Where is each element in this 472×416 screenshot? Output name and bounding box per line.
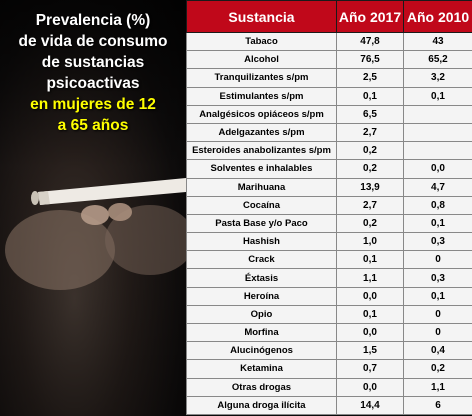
- table-header-row: Sustancia Año 2017 Año 2010: [186, 0, 472, 33]
- table-row: Adelgazantes s/pm 2,7: [186, 122, 472, 143]
- substance-cell: Esteroides anabolizantes s/pm: [186, 141, 337, 161]
- value-2017-cell: 0,7: [336, 359, 404, 379]
- table-row: Tranquilizantes s/pm 2,5 3,2: [186, 68, 472, 88]
- heading-line-4: psicoactivas: [46, 75, 140, 92]
- value-2017-cell: 0,2: [336, 213, 404, 234]
- value-2017-cell: 0,2: [336, 141, 404, 161]
- substance-cell: Éxtasis: [186, 268, 337, 288]
- value-2017-cell: 76,5: [336, 50, 404, 70]
- substance-cell: Otras drogas: [186, 377, 337, 397]
- value-2010-cell: [403, 122, 472, 143]
- value-2017-cell: 2,7: [336, 195, 404, 215]
- value-2017-cell: 0,1: [336, 250, 404, 270]
- table-row: Morfina 0,0 0: [186, 322, 472, 343]
- table-row: Hashish 1,0 0,3: [186, 232, 472, 252]
- substance-cell: Alucinógenos: [186, 341, 337, 361]
- table-row: Crack 0,1 0: [186, 250, 472, 270]
- substance-cell: Morfina: [186, 322, 337, 343]
- heading-line-6: a 65 años: [57, 117, 129, 134]
- table-row: Solventes e inhalables 0,2 0,0: [186, 159, 472, 179]
- header-year-2017: Año 2017: [336, 0, 404, 33]
- substance-cell: Tabaco: [186, 31, 337, 52]
- value-2017-cell: 2,7: [336, 122, 404, 143]
- value-2010-cell: [403, 141, 472, 161]
- value-2010-cell: 0,3: [403, 232, 472, 252]
- value-2017-cell: 6,5: [336, 104, 404, 124]
- substance-cell: Cocaína: [186, 195, 337, 215]
- value-2010-cell: 43: [403, 31, 472, 52]
- value-2017-cell: 47,8: [336, 31, 404, 52]
- value-2017-cell: 0,1: [336, 86, 404, 106]
- table-row: Analgésicos opiáceos s/pm 6,5: [186, 104, 472, 124]
- substance-cell: Analgésicos opiáceos s/pm: [186, 104, 337, 124]
- value-2010-cell: 0: [403, 304, 472, 325]
- table-row: Heroína 0,0 0,1: [186, 286, 472, 306]
- value-2017-cell: 1,0: [336, 232, 404, 252]
- value-2010-cell: [403, 104, 472, 124]
- table-row: Cocaína 2,7 0,8: [186, 195, 472, 215]
- value-2017-cell: 0,1: [336, 304, 404, 325]
- value-2010-cell: 1,1: [403, 377, 472, 397]
- substance-cell: Alcohol: [186, 50, 337, 70]
- table-body: Tabaco 47,8 43 Alcohol 76,5 65,2 Tranquilizant…: [186, 31, 472, 415]
- value-2010-cell: 0,4: [403, 341, 472, 361]
- value-2017-cell: 1,1: [336, 268, 404, 288]
- table-row: Alguna droga ilícita 14,4 6: [186, 395, 472, 415]
- joint-illustration: [5, 178, 186, 290]
- table-row: Tabaco 47,8 43: [186, 31, 472, 52]
- substance-cell: Solventes e inhalables: [186, 159, 337, 179]
- substance-cell: Ketamina: [186, 359, 337, 379]
- value-2017-cell: 1,5: [336, 341, 404, 361]
- table-row: Opio 0,1 0: [186, 304, 472, 325]
- heading-line-2: de vida de consumo: [18, 33, 168, 50]
- chart-heading: Prevalencia (%) de vida de consumo de su…: [0, 10, 186, 136]
- value-2017-cell: 13,9: [336, 177, 404, 197]
- heading-line-1: Prevalencia (%): [35, 12, 151, 29]
- substance-cell: Crack: [186, 250, 337, 270]
- value-2010-cell: 65,2: [403, 50, 472, 70]
- prevalence-table: Sustancia Año 2017 Año 2010 Tabaco 47,8 43…: [186, 0, 472, 415]
- table-row: Ketamina 0,7 0,2: [186, 359, 472, 379]
- value-2017-cell: 0,0: [336, 322, 404, 343]
- table-row: Alcohol 76,5 65,2: [186, 50, 472, 70]
- heading-line-5: en mujeres de 12: [30, 96, 156, 113]
- value-2010-cell: 0,1: [403, 286, 472, 306]
- substance-cell: Alguna droga ilícita: [186, 395, 337, 415]
- value-2010-cell: 3,2: [403, 68, 472, 88]
- substance-cell: Adelgazantes s/pm: [186, 122, 337, 143]
- value-2010-cell: 0,0: [403, 159, 472, 179]
- table-row: Éxtasis 1,1 0,3: [186, 268, 472, 288]
- substance-cell: Hashish: [186, 232, 337, 252]
- value-2017-cell: 0,0: [336, 286, 404, 306]
- value-2010-cell: 4,7: [403, 177, 472, 197]
- substance-cell: Heroína: [186, 286, 337, 306]
- value-2010-cell: 0,2: [403, 359, 472, 379]
- substance-cell: Estimulantes s/pm: [186, 86, 337, 106]
- value-2017-cell: 2,5: [336, 68, 404, 88]
- table-row: Otras drogas 0,0 1,1: [186, 377, 472, 397]
- value-2017-cell: 0,2: [336, 159, 404, 179]
- value-2010-cell: 0: [403, 322, 472, 343]
- table-row: Esteroides anabolizantes s/pm 0,2: [186, 141, 472, 161]
- value-2010-cell: 0: [403, 250, 472, 270]
- value-2017-cell: 14,4: [336, 395, 404, 415]
- header-year-2010: Año 2010: [403, 0, 472, 33]
- table-row: Estimulantes s/pm 0,1 0,1: [186, 86, 472, 106]
- background-photo: Prevalencia (%) de vida de consumo de su…: [0, 0, 186, 416]
- substance-cell: Opio: [186, 304, 337, 325]
- value-2010-cell: 0,1: [403, 86, 472, 106]
- substance-cell: Marihuana: [186, 177, 337, 197]
- substance-cell: Tranquilizantes s/pm: [186, 68, 337, 88]
- table-row: Pasta Base y/o Paco 0,2 0,1: [186, 213, 472, 234]
- table-row: Alucinógenos 1,5 0,4: [186, 341, 472, 361]
- value-2017-cell: 0,0: [336, 377, 404, 397]
- value-2010-cell: 0,1: [403, 213, 472, 234]
- heading-line-3: de sustancias: [41, 54, 145, 71]
- table-row: Marihuana 13,9 4,7: [186, 177, 472, 197]
- value-2010-cell: 0,8: [403, 195, 472, 215]
- value-2010-cell: 6: [403, 395, 472, 415]
- header-substance: Sustancia: [186, 0, 337, 33]
- substance-cell: Pasta Base y/o Paco: [186, 213, 337, 234]
- value-2010-cell: 0,3: [403, 268, 472, 288]
